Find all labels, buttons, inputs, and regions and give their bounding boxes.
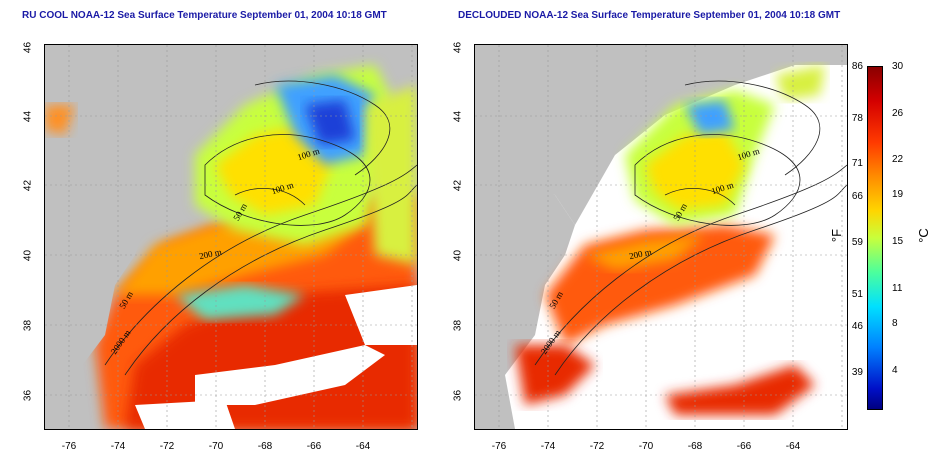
colorbar-c-label: 22 bbox=[892, 154, 904, 165]
y-tick-label: 40 bbox=[22, 249, 34, 262]
colorbar-c-label: 26 bbox=[892, 108, 904, 119]
bathymetry-contours bbox=[534, 80, 847, 376]
sst-map-raw: 100 m 100 m 50 m 200 m 50 m 2000 m bbox=[44, 44, 418, 430]
x-tick-label: -66 bbox=[306, 441, 322, 452]
x-tick-label: -76 bbox=[491, 441, 507, 452]
y-tick-label: 38 bbox=[22, 319, 34, 332]
colorbar-c-label: 8 bbox=[892, 318, 898, 329]
right-map-title: DECLOUDED NOAA-12 Sea Surface Temperatur… bbox=[458, 10, 841, 21]
y-tick-label: 40 bbox=[452, 249, 464, 262]
y-tick-label: 46 bbox=[22, 41, 34, 54]
y-tick-label: 42 bbox=[22, 179, 34, 192]
y-tick-label: 36 bbox=[22, 389, 34, 402]
x-tick-label: -68 bbox=[687, 441, 703, 452]
colorbar-c-label: 4 bbox=[892, 365, 898, 376]
colorbar-f-label: 78 bbox=[851, 113, 863, 124]
y-tick-label: 38 bbox=[452, 319, 464, 332]
bathymetry-contours bbox=[104, 80, 417, 376]
fahrenheit-unit-label: °F bbox=[829, 228, 845, 243]
colorbar-f-label: 86 bbox=[851, 61, 863, 72]
left-map-title: RU COOL NOAA-12 Sea Surface Temperature … bbox=[22, 10, 387, 21]
sst-map-declouded: 100 m 100 m 50 m 200 m 50 m 2000 m bbox=[474, 44, 848, 430]
colorbar-c-label: 15 bbox=[892, 236, 904, 247]
x-tick-label: -66 bbox=[736, 441, 752, 452]
colorbar-f-label: 51 bbox=[851, 289, 863, 300]
x-tick-label: -74 bbox=[540, 441, 556, 452]
colorbar-f-label: 71 bbox=[851, 158, 863, 169]
celsius-unit-label: °C bbox=[915, 228, 931, 243]
colorbar-f-label: 39 bbox=[851, 367, 863, 378]
colorbar-f-label: 46 bbox=[851, 321, 863, 332]
y-tick-label: 44 bbox=[452, 110, 464, 123]
x-tick-label: -74 bbox=[110, 441, 126, 452]
y-tick-label: 44 bbox=[22, 110, 34, 123]
colorbar-c-label: 30 bbox=[892, 61, 904, 72]
x-tick-label: -72 bbox=[589, 441, 605, 452]
y-tick-label: 36 bbox=[452, 389, 464, 402]
temperature-colorbar bbox=[867, 66, 883, 410]
colorbar-f-label: 59 bbox=[851, 237, 863, 248]
x-tick-label: -64 bbox=[785, 441, 801, 452]
colorbar-c-label: 11 bbox=[892, 283, 903, 294]
x-tick-label: -76 bbox=[61, 441, 77, 452]
x-tick-label: -70 bbox=[208, 441, 224, 452]
x-tick-label: -70 bbox=[638, 441, 654, 452]
colorbar-f-label: 66 bbox=[851, 191, 863, 202]
y-tick-label: 42 bbox=[452, 179, 464, 192]
x-tick-label: -68 bbox=[257, 441, 273, 452]
y-tick-label: 46 bbox=[452, 41, 464, 54]
x-tick-label: -72 bbox=[159, 441, 175, 452]
x-tick-label: -64 bbox=[355, 441, 371, 452]
colorbar-c-label: 19 bbox=[892, 189, 904, 200]
lat-lon-grid bbox=[45, 45, 417, 429]
lat-lon-grid bbox=[475, 45, 847, 429]
